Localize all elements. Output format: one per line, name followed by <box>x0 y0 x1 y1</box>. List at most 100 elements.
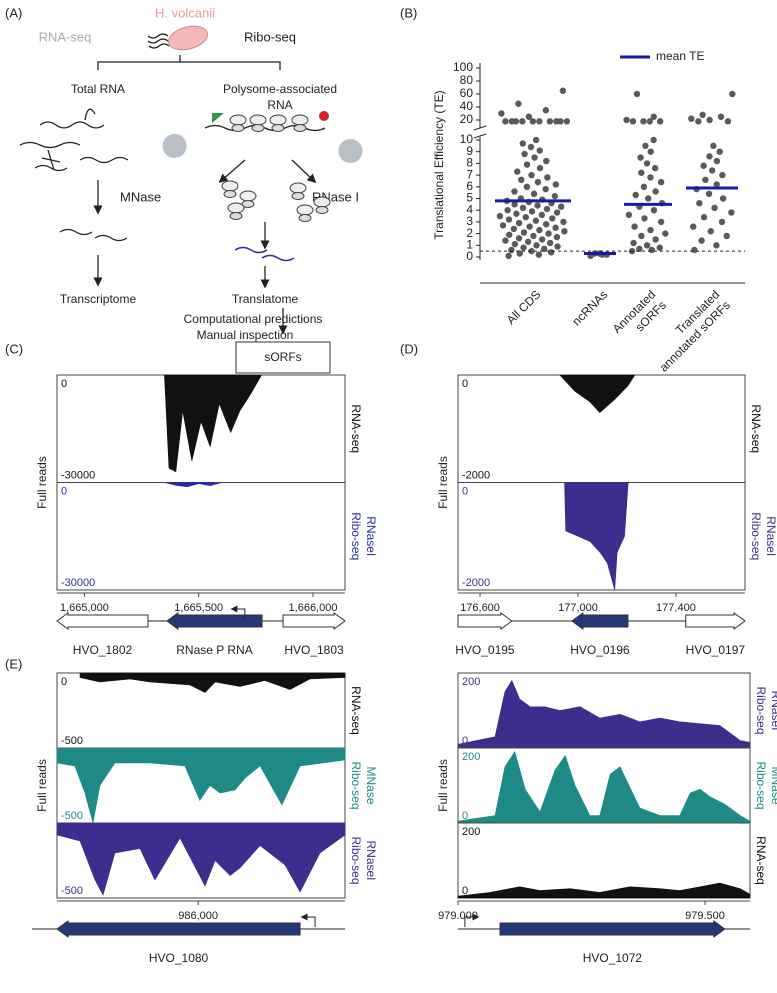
data-point <box>553 233 561 241</box>
data-point <box>645 195 652 202</box>
panel-label: (A) <box>5 5 22 20</box>
input-label: Total RNA <box>71 82 125 96</box>
data-point <box>706 116 713 124</box>
y-tick-label: 0 <box>61 751 67 763</box>
y-tick-label: 1 <box>466 237 473 251</box>
coverage <box>56 747 346 824</box>
data-point <box>511 188 518 195</box>
y-tick-label: 10 <box>460 132 474 146</box>
method-label: Ribo-seq <box>244 29 296 44</box>
gene <box>499 920 726 938</box>
tss <box>230 605 246 619</box>
data-point <box>652 188 659 195</box>
data-point <box>650 207 658 214</box>
data-point <box>642 142 649 150</box>
ribosome <box>221 180 239 198</box>
mrna <box>204 124 326 132</box>
gene <box>56 612 149 630</box>
data-point <box>502 118 509 125</box>
data-point <box>651 164 659 172</box>
data-point <box>648 246 656 254</box>
data-point <box>536 118 543 125</box>
data-point <box>691 246 698 254</box>
coverage <box>164 482 222 488</box>
y-tick-label: 4 <box>466 202 473 216</box>
gene-label: RNase P RNA <box>176 643 252 657</box>
track-label: RNA-seq <box>754 836 768 885</box>
data-point <box>549 215 556 222</box>
y-tick-label: 100 <box>453 60 473 74</box>
track-label: Ribo-seq <box>754 761 768 809</box>
y-tick-label: 0 <box>462 810 468 822</box>
coverage <box>559 374 636 414</box>
arrow <box>218 159 246 183</box>
y-axis-label: Full reads <box>436 759 450 812</box>
data-point <box>638 232 645 240</box>
stop-mark <box>319 111 329 121</box>
x-tick-label: 979.000 <box>438 910 478 922</box>
data-point <box>662 230 669 237</box>
data-point <box>530 190 538 198</box>
data-point <box>647 148 654 155</box>
y-tick-label: 200 <box>462 826 480 838</box>
tree <box>97 55 281 70</box>
y-tick-label: 0 <box>466 249 473 263</box>
y-tick-label: -500 <box>61 735 83 747</box>
data-point <box>519 140 526 147</box>
panel-label: (D) <box>400 341 418 356</box>
y-axis-label: Translational Efficiency (TE) <box>432 90 446 239</box>
y-tick-label: 3 <box>466 214 473 228</box>
track-label: RNA-seq <box>349 686 363 735</box>
data-point <box>521 150 528 158</box>
y-axis-label: Full reads <box>35 759 49 812</box>
tss <box>300 913 316 927</box>
data-point <box>551 192 559 200</box>
data-point <box>498 110 505 117</box>
track-label: RNaseI <box>364 516 378 556</box>
ribosome <box>269 114 287 132</box>
gene-label: HVO_1072 <box>583 951 643 965</box>
data-point <box>547 249 555 256</box>
track-label: RNA-seq <box>749 404 763 453</box>
data-point <box>543 205 551 213</box>
data-point <box>632 191 639 199</box>
data-point <box>510 225 518 233</box>
track-label: Ribo-seq <box>349 761 363 809</box>
gene <box>571 612 629 630</box>
x-tick-label: 986,000 <box>178 910 218 922</box>
y-tick-label: 0 <box>61 485 67 497</box>
data-point <box>546 118 554 125</box>
data-point <box>531 154 538 161</box>
gene <box>166 612 263 630</box>
gene-label: HVO_1080 <box>149 951 209 965</box>
track-frame <box>457 822 751 899</box>
data-point <box>711 204 718 212</box>
data-point <box>514 168 521 175</box>
cell-icon <box>167 25 209 51</box>
data-point <box>511 240 519 248</box>
data-point <box>523 161 531 168</box>
data-point <box>546 239 554 247</box>
y-tick-label: -2000 <box>462 577 490 589</box>
y-tick-label: 0 <box>462 885 468 897</box>
data-point <box>713 157 721 165</box>
data-point <box>542 221 550 228</box>
y-tick-label: 0 <box>61 826 67 838</box>
axis-break <box>473 125 487 139</box>
data-point <box>499 222 507 229</box>
coverage <box>164 374 263 473</box>
data-point <box>525 113 533 120</box>
coverage <box>457 882 751 899</box>
y-tick-label: 0 <box>462 485 468 497</box>
data-point <box>690 223 697 230</box>
gene-label: HVO_1803 <box>284 643 344 657</box>
data-point <box>530 232 537 240</box>
data-point <box>557 203 565 210</box>
gene <box>56 920 301 938</box>
data-point <box>528 171 535 179</box>
data-point <box>511 201 518 208</box>
footprints <box>234 246 295 262</box>
gene-label: HVO_0196 <box>570 643 630 657</box>
track-label: RNaseI <box>769 690 777 730</box>
